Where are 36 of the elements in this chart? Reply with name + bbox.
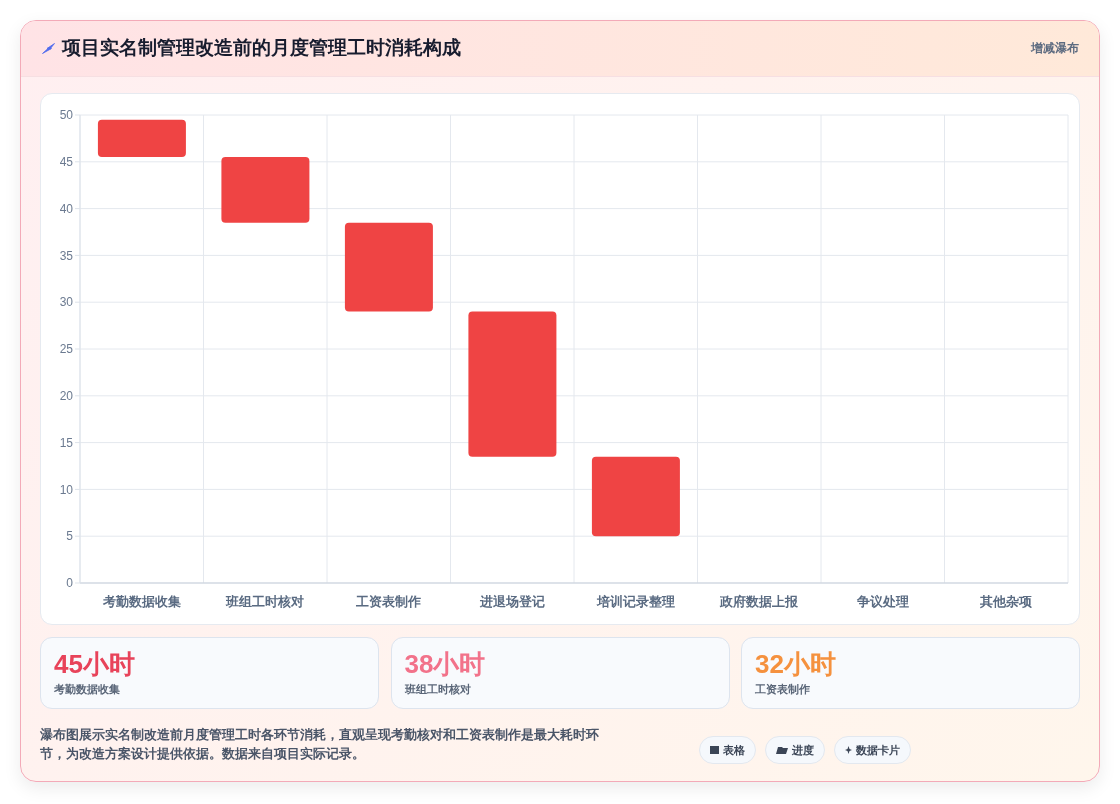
bar — [344, 222, 433, 312]
y-tick-label: 0 — [66, 576, 74, 591]
text: 考勤数据收集 — [54, 683, 120, 695]
y-tick-label: 15 — [59, 435, 74, 450]
text: 32小时 — [755, 649, 836, 679]
x-tick-label: 考勤数据收集 — [101, 594, 181, 610]
y-tick-label: 50 — [59, 108, 74, 123]
y-tick-label: 30 — [59, 295, 74, 310]
x-tick-label: 培训记录整理 — [595, 594, 675, 610]
text: 增减瀑布 — [1031, 41, 1079, 55]
bar — [97, 119, 186, 158]
y-tick-label: 20 — [59, 389, 74, 404]
text: 45小时 — [54, 649, 135, 679]
text: 班组工时核对 — [404, 683, 471, 695]
bar — [591, 456, 680, 537]
text: 数据卡片 — [856, 742, 900, 758]
y-tick-label: 10 — [59, 482, 74, 497]
bar — [221, 157, 310, 223]
text: 瀑布图展示实名制改造前月度管理工时各环节消耗，直观呈现考勤核对和工资表制作是最大耗时环节，为改造方案设计提供依据。数据来自项目实际记录。 — [40, 727, 599, 761]
x-tick-label: 工资表制作 — [355, 594, 422, 610]
y-tick-label: 25 — [59, 342, 74, 357]
x-tick-label: 进退场登记 — [478, 594, 545, 610]
x-tick-label: 争议处理 — [855, 594, 909, 610]
y-tick-label: 45 — [59, 155, 74, 170]
text: 进度 — [792, 742, 814, 758]
bar — [468, 311, 557, 457]
y-tick-label: 5 — [66, 529, 74, 544]
x-tick-label: 班组工时核对 — [225, 594, 305, 610]
text: 表格 — [723, 742, 745, 758]
y-tick-label: 35 — [59, 248, 74, 263]
y-tick-label: 40 — [59, 201, 74, 216]
text: 38小时 — [404, 649, 486, 679]
chart-title: 项目实名制管理改造前的月度管理工时消耗构成 — [62, 37, 461, 58]
text: 工资表制作 — [755, 683, 810, 695]
x-tick-label: 政府数据上报 — [719, 594, 800, 610]
x-tick-label: 其他杂项 — [979, 594, 1034, 610]
